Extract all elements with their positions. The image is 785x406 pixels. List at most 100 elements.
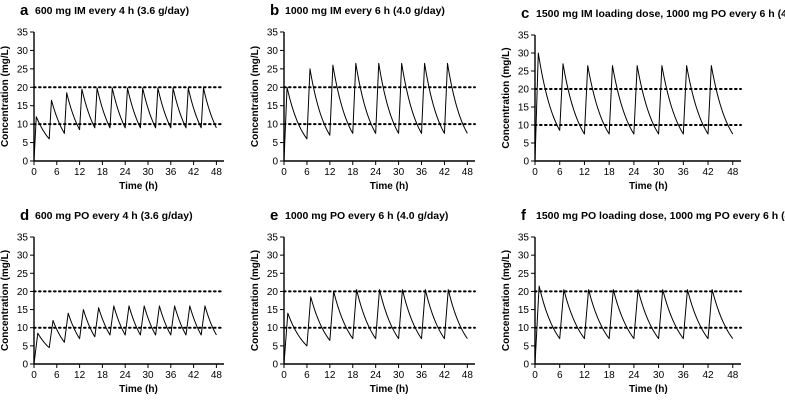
panel-title: 1000 mg IM every 6 h (4.0 g/day): [285, 5, 445, 17]
x-axis-title: Time (h): [370, 181, 409, 192]
panel-d: d 600 mg PO every 4 h (3.6 g/day) 0 5 10 15 20…: [0, 207, 225, 395]
y-tick-label: 5: [523, 139, 529, 150]
panel-letter: f: [521, 207, 527, 224]
y-tick-label: 15: [518, 305, 530, 316]
x-tick-label: 48: [211, 167, 223, 178]
y-axis-title: Concentration (mg/L): [250, 250, 261, 351]
panel-letter: a: [20, 2, 29, 19]
x-tick-label: 12: [324, 370, 336, 381]
x-axis-title: Time (h): [370, 384, 409, 395]
x-tick-label: 42: [188, 167, 200, 178]
y-tick-label: 15: [17, 101, 29, 112]
x-tick-label: 30: [653, 370, 665, 381]
x-tick-label: 36: [416, 167, 428, 178]
concentration-line: [33, 305, 217, 365]
y-tick-label: 5: [523, 341, 529, 352]
y-tick-label: 20: [267, 83, 279, 94]
y-tick-label: 35: [518, 31, 530, 42]
concentration-line: [283, 62, 468, 162]
y-tick-label: 25: [17, 269, 29, 280]
x-tick-label: 48: [462, 167, 474, 178]
y-tick-label: 25: [17, 64, 29, 75]
x-tick-label: 0: [532, 167, 538, 178]
y-axis-title: Concentration (mg/L): [501, 47, 512, 148]
y-tick-label: 30: [17, 251, 29, 262]
y-tick-label: 35: [17, 233, 29, 244]
x-tick-label: 18: [347, 167, 359, 178]
panel-e: e 1000 mg PO every 6 h (4.0 g/day) 0 5 10 15 2…: [250, 207, 476, 395]
y-tick-label: 25: [518, 67, 530, 78]
x-tick-label: 48: [727, 167, 739, 178]
x-axis-title: Time (h): [629, 181, 668, 192]
panel-title: 600 mg PO every 4 h (3.6 g/day): [35, 210, 193, 222]
panel-a: a 600 mg IM every 4 h (3.6 g/day) 0 5 10 15 20…: [0, 2, 225, 192]
y-tick-label: 30: [518, 251, 530, 262]
x-tick-label: 42: [188, 370, 200, 381]
y-tick-label: 35: [267, 233, 279, 244]
x-tick-label: 18: [604, 167, 616, 178]
x-tick-label: 30: [393, 370, 405, 381]
y-tick-label: 10: [17, 120, 29, 131]
y-tick-label: 20: [518, 85, 530, 96]
y-tick-label: 15: [17, 305, 29, 316]
x-tick-label: 24: [120, 370, 132, 381]
x-tick-label: 6: [54, 167, 60, 178]
x-tick-label: 6: [54, 370, 60, 381]
x-tick-label: 42: [702, 167, 714, 178]
panel-f: f 1500 mg PO loading dose, 1000 mg PO eve…: [501, 207, 785, 395]
x-tick-label: 12: [579, 167, 591, 178]
panel-letter: c: [521, 5, 529, 22]
y-axis-title: Concentration (mg/L): [0, 250, 11, 351]
y-tick-label: 35: [518, 233, 530, 244]
x-tick-label: 0: [31, 167, 37, 178]
x-tick-label: 24: [370, 370, 382, 381]
panel-letter: e: [270, 207, 278, 224]
x-tick-label: 0: [31, 370, 37, 381]
y-tick-label: 10: [267, 323, 279, 334]
y-tick-label: 0: [272, 157, 278, 168]
x-tick-label: 0: [281, 167, 287, 178]
y-tick-label: 10: [17, 323, 29, 334]
concentration-line: [33, 87, 217, 162]
concentration-line: [534, 285, 734, 365]
y-tick-label: 0: [272, 360, 278, 371]
x-axis-title: Time (h): [629, 384, 668, 395]
x-tick-label: 42: [702, 370, 714, 381]
x-tick-label: 48: [462, 370, 474, 381]
x-tick-label: 48: [727, 370, 739, 381]
x-tick-label: 30: [393, 167, 405, 178]
y-tick-label: 0: [523, 157, 529, 168]
y-axis-title: Concentration (mg/L): [250, 46, 261, 147]
y-tick-label: 25: [267, 269, 279, 280]
y-tick-label: 30: [267, 46, 279, 57]
y-tick-label: 35: [267, 28, 279, 39]
y-tick-label: 10: [518, 121, 530, 132]
x-tick-label: 12: [579, 370, 591, 381]
x-tick-label: 12: [74, 167, 86, 178]
panel-title: 1000 mg PO every 6 h (4.0 g/day): [285, 210, 448, 222]
concentration-line: [283, 289, 468, 365]
y-tick-label: 25: [267, 64, 279, 75]
y-tick-label: 30: [17, 46, 29, 57]
panel-title: 600 mg IM every 4 h (3.6 g/day): [35, 5, 189, 17]
x-tick-label: 24: [628, 370, 640, 381]
x-tick-label: 42: [439, 370, 451, 381]
y-tick-label: 5: [22, 341, 28, 352]
y-tick-label: 5: [22, 138, 28, 149]
x-tick-label: 18: [604, 370, 616, 381]
x-tick-label: 24: [628, 167, 640, 178]
y-tick-label: 20: [17, 287, 29, 298]
x-tick-label: 36: [165, 167, 177, 178]
y-tick-label: 0: [523, 360, 529, 371]
x-tick-label: 42: [439, 167, 451, 178]
x-axis-title: Time (h): [119, 181, 158, 192]
y-tick-label: 5: [272, 341, 278, 352]
concentration-line: [534, 52, 734, 162]
y-tick-label: 20: [17, 83, 29, 94]
x-axis-title: Time (h): [119, 384, 158, 395]
x-tick-label: 0: [532, 370, 538, 381]
x-tick-label: 12: [74, 370, 86, 381]
y-tick-label: 5: [272, 138, 278, 149]
